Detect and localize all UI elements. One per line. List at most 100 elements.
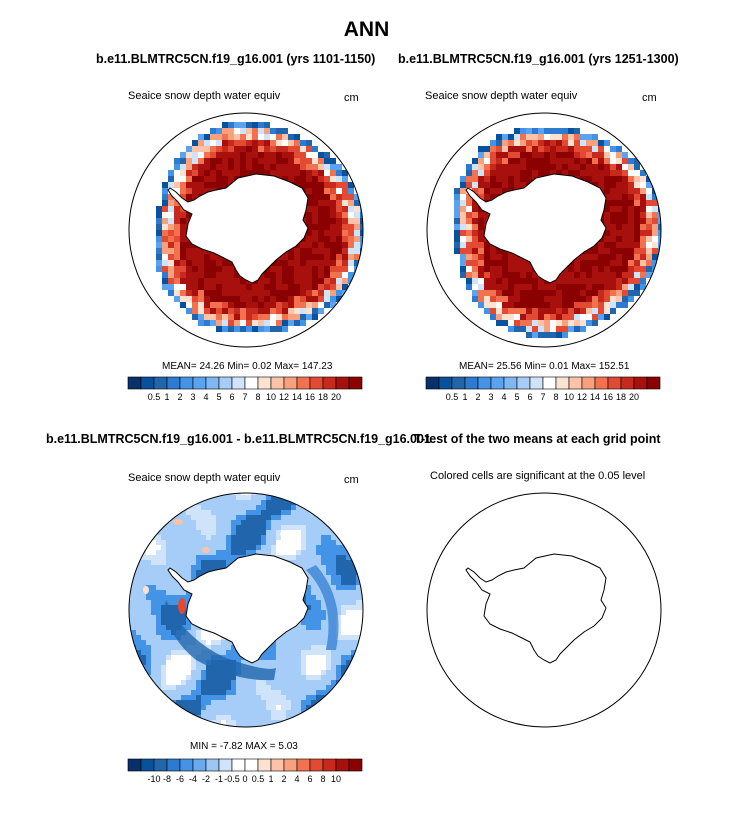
colorbar-tick-label: 18 [318, 392, 328, 402]
panel1-mean-label: MEAN= [162, 361, 197, 372]
colorbar-tick-label: 14 [292, 392, 302, 402]
colorbar-box [179, 758, 194, 772]
panel1-variable: Seaice snow depth water equiv [128, 90, 281, 102]
colorbar-box [283, 758, 298, 772]
colorbar-box [348, 376, 363, 390]
colorbar-tick-label: 6 [229, 392, 234, 402]
colorbar-tick-label: -6 [176, 774, 184, 784]
colorbar-tick-label: 0.5 [446, 392, 459, 402]
colorbar-tick-label: 18 [616, 392, 626, 402]
panel1-colorbar: 0.5 1 2 3 4 5 6 7 8 10 12 14 16 18 20 [127, 376, 363, 402]
map-boundary [426, 492, 662, 728]
colorbar-box [244, 758, 259, 772]
colorbar-box [205, 758, 220, 772]
colorbar-box [296, 758, 311, 772]
colorbar-tick-label: 10 [331, 774, 341, 784]
panel2-variable: Seaice snow depth water equiv [425, 90, 578, 102]
panel1-mean-value: 24.26 [199, 361, 225, 372]
panel3-stats: MIN = -7.82 MAX = 5.03 [190, 741, 298, 752]
colorbar-box [322, 758, 337, 772]
panel1-min-value: 0.02 [252, 361, 272, 372]
colorbar-tick-label: 2 [475, 392, 480, 402]
panel2-min-label: Min= [524, 361, 547, 372]
antarctica-coastline [167, 173, 309, 284]
panel3-title: b.e11.BLMTRC5CN.f19_g16.001 - b.e11.BLMT… [46, 432, 431, 446]
colorbar-tick-label: 0.5 [148, 392, 161, 402]
colorbar-box [581, 376, 596, 390]
colorbar-box [348, 758, 363, 772]
colorbar-box [620, 376, 635, 390]
colorbar-box [516, 376, 531, 390]
colorbar-box [607, 376, 622, 390]
panel1-units: cm [344, 92, 359, 104]
colorbar-tick-label: 4 [501, 392, 506, 402]
colorbar-box [257, 758, 272, 772]
colorbar-box [257, 376, 272, 390]
colorbar-tick-label: 4 [294, 774, 299, 784]
panel1-max-label: Max= [274, 361, 300, 372]
colorbar-box [646, 376, 661, 390]
colorbar-tick-label: 6 [527, 392, 532, 402]
colorbar-tick-label: 6 [307, 774, 312, 784]
colorbar-box [322, 376, 337, 390]
colorbar-tick-label: 0 [242, 774, 247, 784]
antarctica-coastline [465, 553, 607, 664]
colorbar-box [179, 376, 194, 390]
panel2-max-label: Max= [571, 361, 597, 372]
colorbar-box [555, 376, 570, 390]
panel2-colorbar: 0.5 1 2 3 4 5 6 7 8 10 12 14 16 18 20 [425, 376, 661, 402]
colorbar-tick-label: 4 [203, 392, 208, 402]
map-boundary [128, 112, 364, 348]
panel1-min-label: Min= [227, 361, 250, 372]
panel3-map [128, 492, 364, 728]
panel2-units: cm [642, 92, 657, 104]
panel4-title: T-test of the two means at each grid poi… [414, 432, 661, 446]
colorbar-tick-label: 5 [514, 392, 519, 402]
colorbar-box [568, 376, 583, 390]
panel1-title: b.e11.BLMTRC5CN.f19_g16.001 (yrs 1101-11… [96, 52, 376, 66]
colorbar-box [231, 376, 246, 390]
panel3-variable: Seaice snow depth water equiv [128, 472, 281, 484]
panel3-units: cm [344, 474, 359, 486]
colorbar-tick-label: -1 [215, 774, 223, 784]
colorbar-tick-label: 12 [279, 392, 289, 402]
colorbar-box [153, 376, 168, 390]
colorbar-box [425, 376, 440, 390]
colorbar-tick-label: 2 [177, 392, 182, 402]
colorbar-box [166, 758, 181, 772]
colorbar-box [127, 376, 142, 390]
colorbar-box [140, 376, 155, 390]
colorbar-tick-label: 16 [305, 392, 315, 402]
colorbar-box [594, 376, 609, 390]
colorbar-tick-label: 10 [564, 392, 574, 402]
colorbar-box [633, 376, 648, 390]
colorbar-box [335, 376, 350, 390]
colorbar-tick-label: 16 [603, 392, 613, 402]
colorbar-box [283, 376, 298, 390]
colorbar-box [140, 758, 155, 772]
colorbar-tick-label: 3 [190, 392, 195, 402]
colorbar-box [153, 758, 168, 772]
colorbar-tick-label: 0.5 [252, 774, 265, 784]
colorbar-box [166, 376, 181, 390]
colorbar-tick-label: 7 [540, 392, 545, 402]
map-boundary [426, 112, 662, 348]
colorbar-box [270, 376, 285, 390]
colorbar-tick-label: 3 [488, 392, 493, 402]
colorbar-tick-label: 1 [164, 392, 169, 402]
colorbar-box [244, 376, 259, 390]
colorbar-tick-label: 1 [268, 774, 273, 784]
colorbar-box [309, 376, 324, 390]
colorbar-tick-label: 7 [242, 392, 247, 402]
colorbar-box [438, 376, 453, 390]
panel2-mean-value: 25.56 [496, 361, 522, 372]
colorbar-tick-label: -4 [189, 774, 197, 784]
panel3-min-value: -7.82 [219, 741, 243, 752]
colorbar-tick-label: 1 [462, 392, 467, 402]
panel2-map [426, 112, 662, 348]
colorbar-tick-label: -2 [202, 774, 210, 784]
colorbar-tick-label: 8 [320, 774, 325, 784]
colorbar-tick-label: 20 [629, 392, 639, 402]
panel2-max-value: 152.51 [598, 361, 630, 372]
colorbar-tick-label: -10 [147, 774, 160, 784]
